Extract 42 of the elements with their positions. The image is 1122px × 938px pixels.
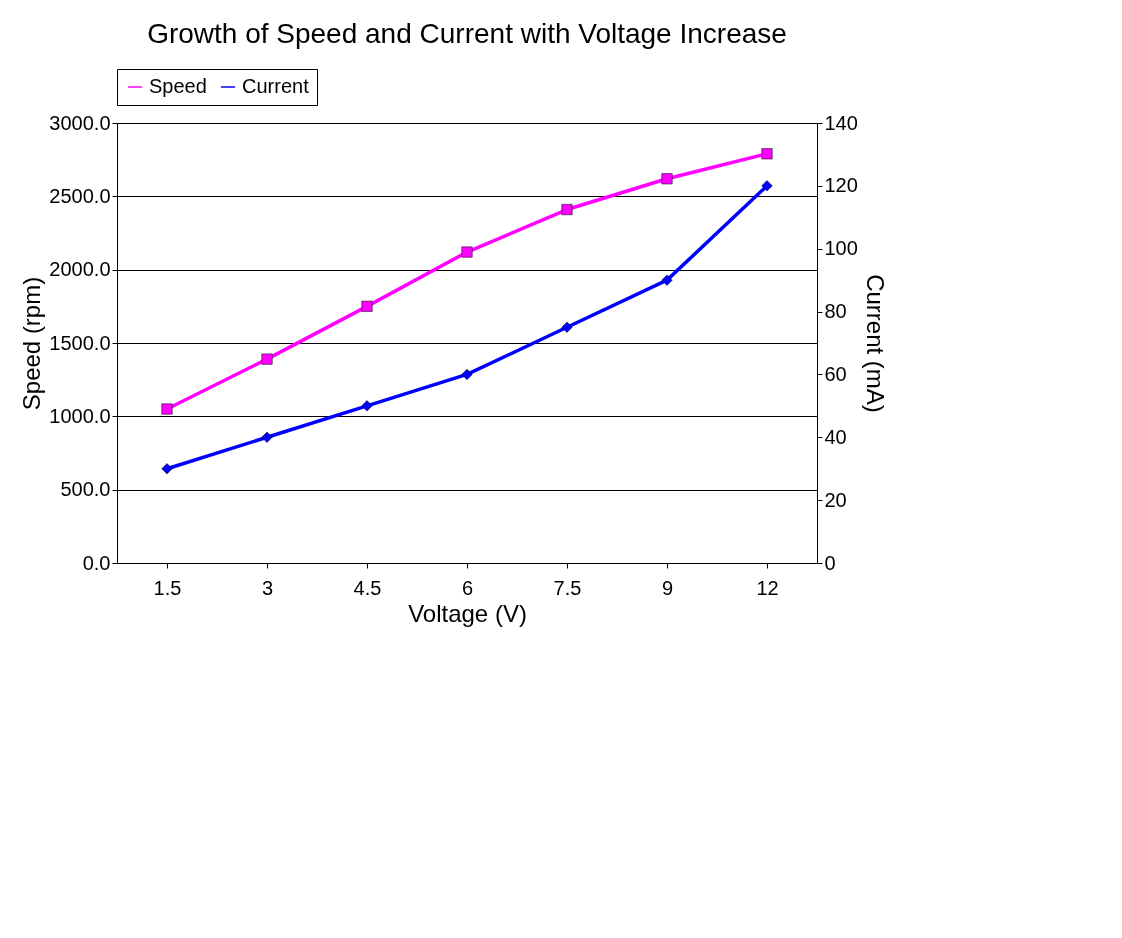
y2-tick-label: 120 [824,174,858,197]
point [761,148,773,160]
y-tick-label: 3000.0 [49,111,111,134]
y2-tick-label: 140 [824,111,858,134]
y-tick-label: 1000.0 [49,404,111,427]
y-axis-title: Speed (rpm) [18,276,46,411]
x-tick-label: 12 [756,576,779,599]
point [361,400,373,412]
y-tick-label: 0.0 [82,551,111,574]
point [261,353,273,365]
x-tick-label: 3 [261,576,274,599]
y2-tick-label: 100 [824,237,858,260]
point [561,204,573,216]
x-tick-label: 6 [461,576,474,599]
y2-tick-label: 20 [824,488,847,511]
y2-tick-label: 0 [824,551,836,574]
point [161,463,173,475]
point [761,180,773,192]
point [461,246,473,258]
y2-axis-title: Current (mA) [861,274,889,413]
legend-label: Current [242,75,310,97]
point [661,173,673,185]
y-tick-label: 1500.0 [49,331,111,354]
y2-tick-label: 80 [824,300,847,323]
point [561,321,573,333]
point [161,403,173,415]
chart-title: Growth of Speed and Current with Voltage Increase [147,17,787,49]
y-tick-label: 2000.0 [49,258,111,281]
y2-tick-label: 60 [824,362,847,385]
x-tick-label: 9 [661,576,674,599]
y-tick-label: 2500.0 [49,184,111,207]
point [461,368,473,380]
y2-tick-label: 40 [824,425,847,448]
x-tick-label: 1.5 [153,576,182,599]
point [661,274,673,286]
x-tick-label: 7.5 [553,576,582,599]
x-tick-label: 4.5 [353,576,382,599]
y-tick-label: 500.0 [60,478,111,501]
point [261,431,273,443]
point [361,300,373,312]
x-axis-title: Voltage (V) [408,599,527,627]
legend-label: Speed [149,75,207,97]
